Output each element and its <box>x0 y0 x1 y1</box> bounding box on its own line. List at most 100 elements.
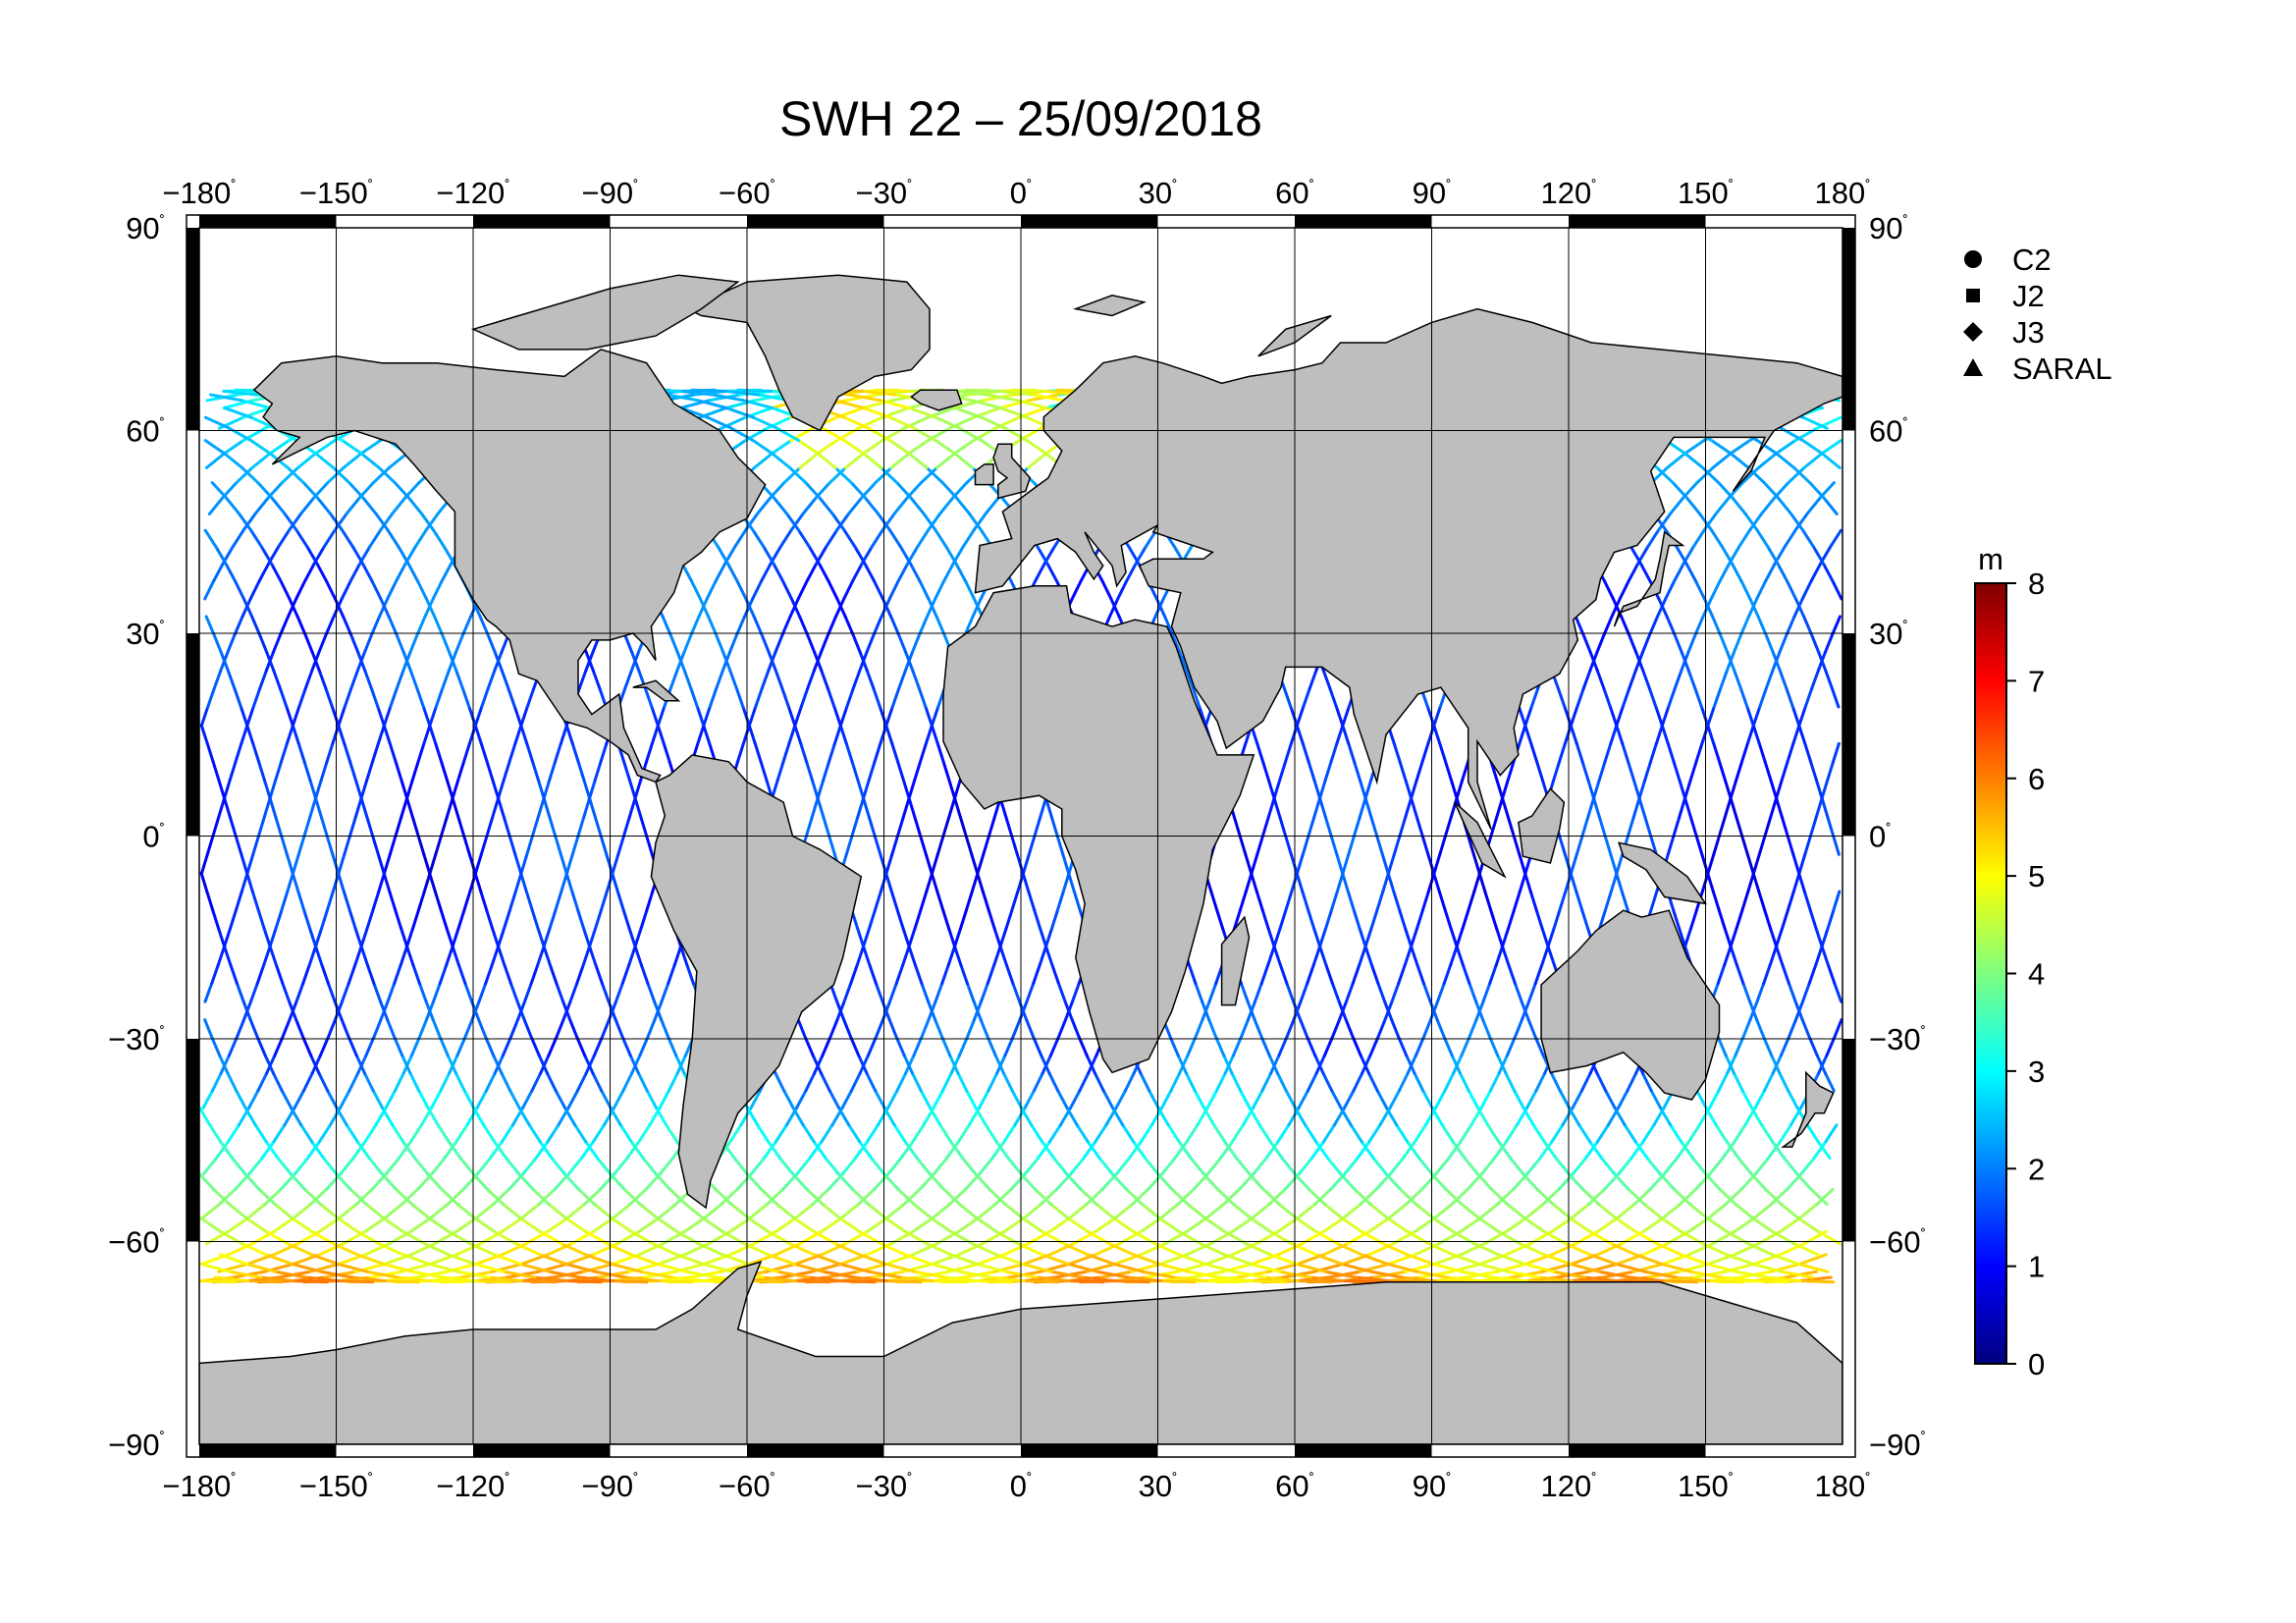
land-polygon <box>1072 295 1147 317</box>
lon-tick-label-top: 30˚ <box>1139 176 1178 210</box>
lat-tick-label-right: 0˚ <box>1869 820 1892 854</box>
frame-bar <box>199 215 337 228</box>
land-polygon <box>974 307 1842 830</box>
lon-tick-label-bottom: −180˚ <box>162 1469 236 1503</box>
colorbar: 0 1 2 3 4 5 6 7 8m <box>1974 542 2045 1381</box>
land-polygon <box>1613 530 1685 627</box>
lon-tick-label-top: −150˚ <box>299 176 373 210</box>
colorbar-tick-label: 6 <box>2028 762 2045 796</box>
land-polygon <box>1781 1070 1835 1148</box>
lat-tick-label-left: −90˚ <box>108 1428 165 1462</box>
lon-tick-label-bottom: 150˚ <box>1678 1469 1734 1503</box>
land-polygon <box>910 389 963 411</box>
lon-tick-label-bottom: −30˚ <box>856 1469 913 1503</box>
colorbar-tick-label: 0 <box>2028 1347 2045 1381</box>
lon-tick-label-top: 0˚ <box>1010 176 1033 210</box>
lon-tick-label-top: −180˚ <box>162 176 236 210</box>
map-frame <box>186 214 1856 1458</box>
land-polygon <box>974 463 994 486</box>
lon-tick-label-bottom: −60˚ <box>719 1469 775 1503</box>
triangle-icon <box>1963 358 1983 376</box>
lon-tick-label-top: −30˚ <box>856 176 913 210</box>
colorbar-tick-label: 2 <box>2028 1152 2045 1186</box>
lon-tick-label-bottom: 120˚ <box>1540 1469 1596 1503</box>
lon-tick-label-top: 90˚ <box>1413 176 1452 210</box>
legend-entry: J2 <box>1966 279 2045 313</box>
lon-tick-label-bottom: 180˚ <box>1814 1469 1870 1503</box>
lat-tick-label-right: 60˚ <box>1869 414 1908 449</box>
colorbar-tick-label: 8 <box>2028 567 2045 601</box>
land-polygon <box>1454 801 1507 879</box>
lat-tick-label-left: −30˚ <box>108 1022 165 1056</box>
land-polygon <box>252 349 767 784</box>
lon-tick-label-bottom: 0˚ <box>1010 1469 1033 1503</box>
colorbar-tick-label: 4 <box>2028 957 2045 992</box>
colorbar-scale <box>1974 582 2007 1365</box>
lon-tick-label-top: −120˚ <box>436 176 509 210</box>
frame-bar <box>473 1444 611 1457</box>
frame-bar <box>1569 1444 1706 1457</box>
square-icon <box>1966 289 1980 302</box>
frame-bar <box>473 215 611 228</box>
land-polygon <box>650 754 863 1210</box>
lon-tick-label-top: −90˚ <box>582 176 639 210</box>
lat-tick-label-left: 30˚ <box>126 617 165 651</box>
land-polygon <box>1518 787 1566 864</box>
lon-tick-label-bottom: 60˚ <box>1275 1469 1314 1503</box>
lon-tick-label-bottom: −90˚ <box>582 1469 639 1503</box>
lon-tick-label-top: 180˚ <box>1814 176 1870 210</box>
map-title: SWH 22 – 25/09/2018 <box>779 91 1262 146</box>
colorbar-tick-label: 1 <box>2028 1250 2045 1284</box>
circle-icon <box>1964 250 1982 268</box>
lon-tick-label-top: 150˚ <box>1678 176 1734 210</box>
legend-label: J3 <box>2012 315 2045 350</box>
lat-tick-label-right: −30˚ <box>1869 1022 1926 1056</box>
land-polygon <box>470 274 740 351</box>
lon-tick-label-top: 60˚ <box>1275 176 1314 210</box>
lat-tick-label-right: −90˚ <box>1869 1428 1926 1462</box>
frame-bar <box>1842 633 1855 837</box>
frame-bar <box>1569 215 1706 228</box>
frame-bar <box>1295 1444 1432 1457</box>
lat-tick-label-right: −60˚ <box>1869 1225 1926 1260</box>
frame-bar <box>1021 1444 1158 1457</box>
lon-tick-label-top: 120˚ <box>1540 176 1596 210</box>
frame-bar <box>747 1444 884 1457</box>
lat-tick-label-left: 90˚ <box>126 211 165 245</box>
lat-tick-label-left: 0˚ <box>142 820 165 854</box>
lon-tick-label-top: −60˚ <box>719 176 775 210</box>
lat-tick-label-right: 90˚ <box>1869 211 1908 245</box>
legend-label: SARAL <box>2012 352 2112 386</box>
land-polygon <box>632 679 681 702</box>
frame-bar <box>187 1039 199 1242</box>
lon-tick-label-bottom: −150˚ <box>299 1469 373 1503</box>
lon-tick-label-bottom: 30˚ <box>1139 1469 1178 1503</box>
frame-bar <box>187 633 199 837</box>
lat-tick-label-right: 30˚ <box>1869 617 1908 651</box>
legend-label: J2 <box>2012 279 2045 313</box>
legend-label: C2 <box>2012 243 2052 277</box>
colorbar-tick-label: 3 <box>2028 1055 2045 1089</box>
lon-tick-label-bottom: 90˚ <box>1413 1469 1452 1503</box>
lon-tick-label-bottom: −120˚ <box>436 1469 509 1503</box>
colorbar-tick-label: 5 <box>2028 859 2045 893</box>
frame-bar <box>1842 1039 1855 1242</box>
land-polygon <box>1220 915 1251 1006</box>
frame-bar <box>747 215 884 228</box>
legend-entry: SARAL <box>1963 352 2112 386</box>
lat-tick-label-left: 60˚ <box>126 414 165 449</box>
frame-bar <box>1295 215 1432 228</box>
frame-bar <box>1021 215 1158 228</box>
legend-entry: J3 <box>1963 315 2045 350</box>
lat-tick-label-left: −60˚ <box>108 1225 165 1260</box>
legend-entry: C2 <box>1964 243 2052 277</box>
colorbar-unit: m <box>1978 542 2003 576</box>
land-polygon <box>1540 909 1721 1101</box>
frame-bar <box>1842 228 1855 431</box>
land-polygon <box>1618 841 1708 905</box>
frame-bar <box>187 228 199 431</box>
axis-tick-labels: −180˚ −180˚ −150˚ −150˚ −120˚ −120˚ −90˚ −90˚ −6… <box>108 176 1926 1503</box>
diamond-icon <box>1963 322 1983 342</box>
